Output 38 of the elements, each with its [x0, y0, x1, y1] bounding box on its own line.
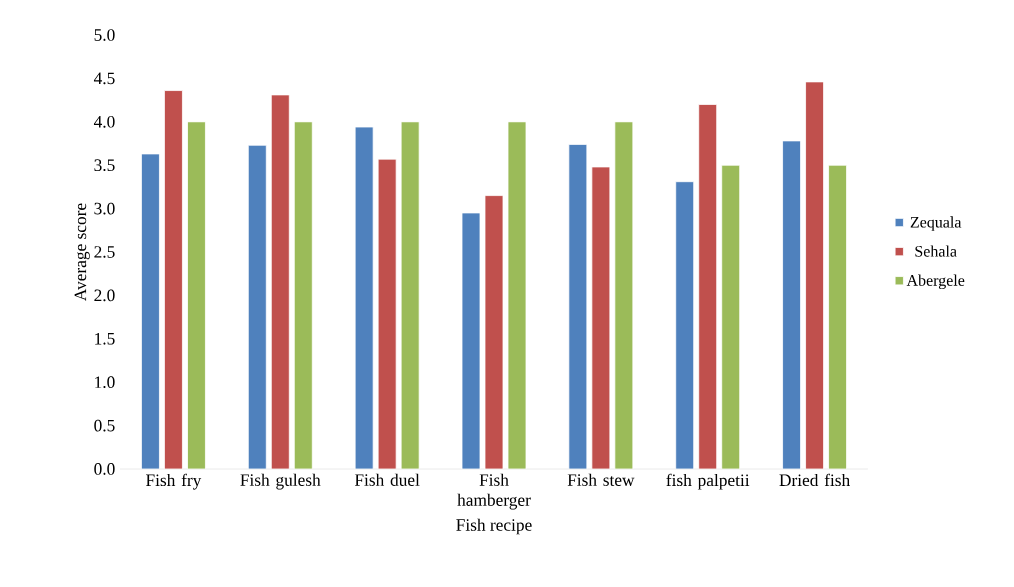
bar — [354, 126, 374, 469]
y-tick-label: 3.5 — [94, 159, 115, 172]
x-tick-label: Fish gulesh — [240, 473, 321, 490]
y-tick-label: 0.5 — [94, 419, 115, 432]
bar — [782, 140, 801, 469]
bar — [828, 164, 847, 469]
x-tick-label: Fish duel — [354, 473, 420, 486]
x-tick-label: fish palpetii — [666, 473, 750, 490]
bar — [805, 81, 824, 469]
x-tick-label: Fish hamberger — [457, 473, 531, 510]
y-tick-label: 2.5 — [94, 246, 115, 258]
bar — [164, 90, 183, 469]
x-tick-label: Fish fry — [146, 473, 202, 490]
legend-label: Zequala — [910, 216, 962, 231]
x-tick-label: Fish stew — [567, 473, 635, 486]
bar — [698, 104, 718, 469]
y-tick-label: 4.0 — [93, 115, 115, 128]
bar — [187, 121, 206, 469]
bar — [568, 143, 588, 469]
bar — [293, 121, 313, 469]
y-tick-label: 0.0 — [94, 463, 115, 475]
y-tick-label: 4.5 — [93, 72, 115, 85]
y-tick-label: 5.0 — [94, 29, 115, 41]
y-tick-label: 1.5 — [95, 332, 115, 345]
x-axis-title: Fish recipe — [456, 518, 532, 535]
y-axis-title: Average score — [74, 203, 90, 301]
x-tick-label: Dried fish — [779, 473, 850, 487]
bar — [247, 144, 267, 469]
legend-label: Abergele — [906, 274, 965, 290]
bar — [721, 164, 741, 469]
bar — [675, 181, 695, 469]
y-tick-label: 3.0 — [94, 202, 115, 215]
y-tick-label: 1.0 — [95, 376, 115, 389]
bar — [461, 212, 481, 469]
y-tick-label: 2.0 — [94, 289, 115, 302]
legend-label: Sehala — [915, 245, 957, 257]
bar — [141, 153, 160, 469]
bar — [270, 94, 290, 469]
